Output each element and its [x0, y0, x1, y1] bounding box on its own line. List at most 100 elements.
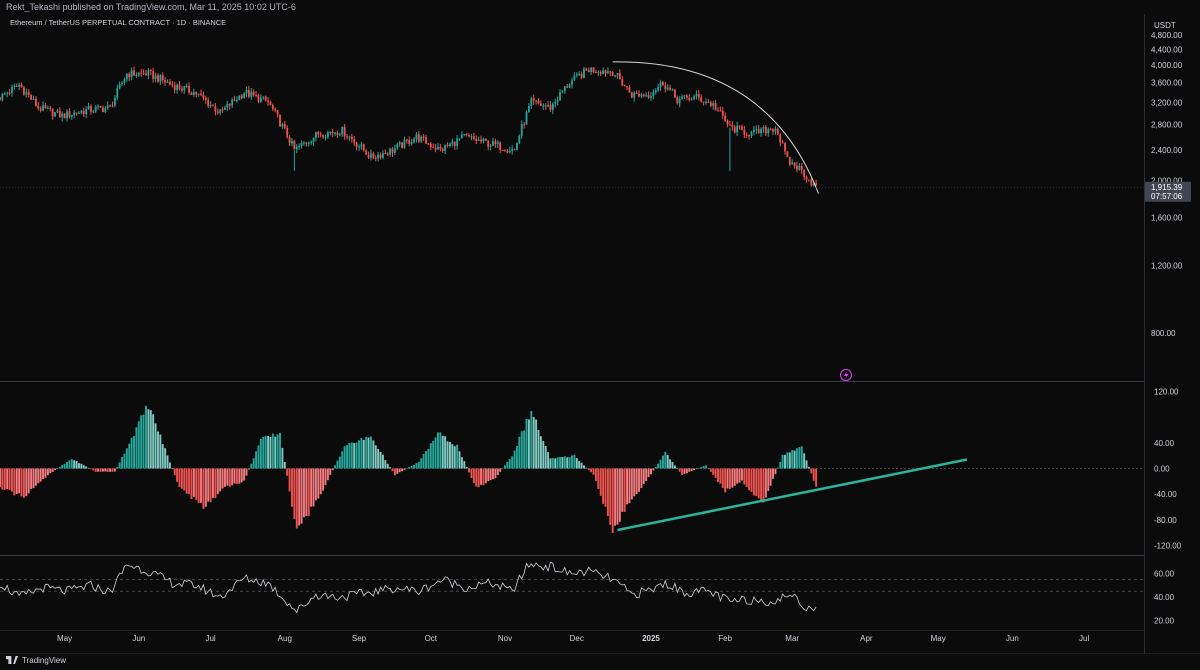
histogram-bar[interactable]	[61, 465, 64, 469]
histogram-bar[interactable]	[709, 468, 712, 472]
histogram-bar[interactable]	[738, 468, 741, 483]
candle[interactable]	[805, 175, 808, 183]
candle[interactable]	[111, 101, 114, 108]
candle[interactable]	[264, 95, 267, 102]
histogram-bar[interactable]	[377, 448, 380, 469]
candle[interactable]	[520, 120, 523, 139]
candle[interactable]	[128, 72, 131, 81]
candle[interactable]	[745, 132, 748, 139]
histogram-bar[interactable]	[78, 463, 80, 469]
histogram-bar[interactable]	[310, 468, 313, 507]
candle[interactable]	[25, 88, 28, 98]
candle[interactable]	[276, 109, 279, 118]
candle[interactable]	[401, 141, 403, 149]
candle[interactable]	[477, 136, 480, 142]
candle[interactable]	[226, 101, 229, 112]
candle[interactable]	[494, 138, 497, 148]
candle[interactable]	[202, 91, 205, 101]
histogram-bar[interactable]	[645, 468, 648, 481]
histogram-bar[interactable]	[513, 450, 516, 469]
candle[interactable]	[776, 127, 779, 135]
histogram-bar[interactable]	[360, 438, 363, 469]
candle[interactable]	[460, 131, 463, 139]
histogram-bar[interactable]	[815, 468, 818, 487]
candle[interactable]	[796, 161, 798, 173]
candle[interactable]	[180, 86, 183, 93]
histogram-bar[interactable]	[547, 452, 550, 469]
histogram-bar[interactable]	[145, 405, 147, 469]
histogram-bar[interactable]	[142, 414, 145, 469]
candle[interactable]	[654, 88, 657, 95]
candle[interactable]	[171, 81, 174, 88]
candle[interactable]	[623, 84, 626, 87]
histogram-bar[interactable]	[786, 452, 789, 469]
histogram-bar[interactable]	[475, 468, 478, 487]
candle[interactable]	[353, 135, 356, 146]
histogram-bar[interactable]	[434, 437, 437, 469]
candle[interactable]	[315, 131, 317, 142]
histogram-bar[interactable]	[551, 458, 554, 469]
candle[interactable]	[772, 127, 774, 135]
histogram-bar[interactable]	[800, 446, 803, 469]
candle[interactable]	[465, 133, 468, 137]
histogram-bar[interactable]	[743, 468, 746, 485]
histogram-bar[interactable]	[683, 468, 686, 474]
histogram-bar[interactable]	[109, 468, 112, 472]
histogram-bar[interactable]	[159, 434, 162, 469]
candle[interactable]	[348, 135, 351, 141]
histogram-bar[interactable]	[420, 458, 423, 469]
histogram-bar[interactable]	[89, 468, 92, 470]
candle[interactable]	[123, 77, 126, 86]
candle[interactable]	[729, 120, 731, 126]
candle[interactable]	[808, 179, 810, 182]
candle[interactable]	[559, 89, 561, 101]
candle[interactable]	[228, 103, 231, 110]
candle[interactable]	[757, 125, 760, 134]
candle[interactable]	[528, 103, 530, 113]
candle[interactable]	[291, 137, 293, 147]
histogram-bar[interactable]	[391, 468, 394, 472]
histogram-bar[interactable]	[168, 462, 171, 469]
histogram-bar[interactable]	[384, 460, 387, 469]
histogram-bar[interactable]	[358, 440, 360, 469]
histogram-bar[interactable]	[401, 468, 404, 472]
histogram-bar[interactable]	[22, 468, 25, 498]
histogram-bar[interactable]	[87, 467, 90, 469]
histogram-bar[interactable]	[448, 441, 451, 469]
histogram-bar[interactable]	[511, 456, 514, 469]
histogram-bar[interactable]	[99, 468, 102, 472]
histogram-bar[interactable]	[113, 468, 116, 472]
histogram-bar[interactable]	[556, 457, 559, 469]
candle[interactable]	[68, 108, 71, 119]
histogram-bar[interactable]	[58, 466, 61, 469]
histogram-bar[interactable]	[250, 463, 253, 469]
candle[interactable]	[214, 102, 217, 116]
candle[interactable]	[621, 75, 624, 87]
histogram-bar[interactable]	[580, 462, 583, 469]
candle[interactable]	[566, 84, 569, 89]
histogram-bar[interactable]	[472, 468, 475, 484]
histogram-bar[interactable]	[276, 434, 279, 469]
candle[interactable]	[104, 106, 107, 113]
candle[interactable]	[58, 106, 61, 118]
candle[interactable]	[269, 100, 272, 106]
histogram-bar[interactable]	[214, 468, 217, 499]
candle[interactable]	[571, 77, 573, 89]
candle[interactable]	[693, 94, 695, 101]
candle[interactable]	[271, 103, 274, 112]
histogram-bar[interactable]	[403, 468, 406, 470]
candle[interactable]	[164, 76, 167, 86]
histogram-bar[interactable]	[441, 435, 444, 469]
histogram-bar[interactable]	[195, 468, 198, 500]
candle[interactable]	[733, 125, 736, 134]
histogram-bar[interactable]	[27, 468, 30, 494]
histogram-bar[interactable]	[18, 468, 21, 494]
candle[interactable]	[370, 149, 372, 161]
histogram-bar[interactable]	[468, 468, 471, 473]
histogram-bar[interactable]	[650, 468, 652, 475]
histogram-bar[interactable]	[32, 468, 35, 489]
histogram-bar[interactable]	[101, 468, 104, 472]
histogram-bar[interactable]	[666, 455, 669, 469]
candle[interactable]	[94, 105, 97, 114]
candle[interactable]	[439, 143, 442, 152]
